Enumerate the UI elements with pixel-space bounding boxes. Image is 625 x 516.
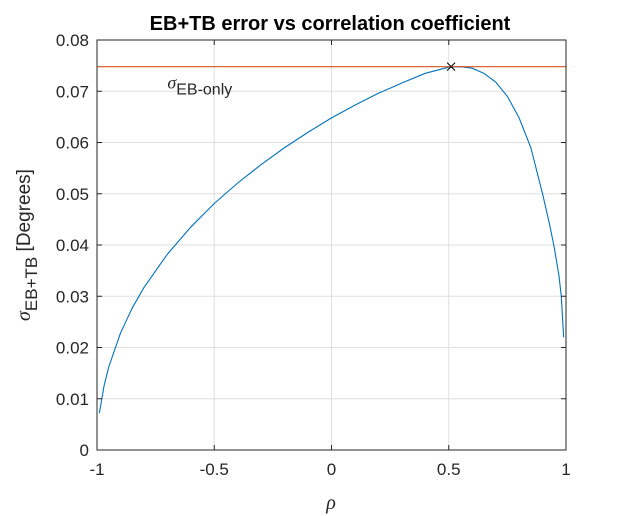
eb-only-annotation: σEB-only xyxy=(167,73,232,99)
y-tick-label: 0.02 xyxy=(56,339,89,358)
y-axis-label: σEB+TB [Degrees] xyxy=(13,169,41,321)
x-tick-label: 1 xyxy=(561,460,570,479)
y-tick-label: 0.05 xyxy=(56,185,89,204)
y-axis-symbol: σ xyxy=(13,310,35,321)
y-tick-label: 0 xyxy=(80,441,89,460)
y-tick-label: 0.07 xyxy=(56,82,89,101)
annotation-symbol: σ xyxy=(167,73,177,93)
chart-title: EB+TB error vs correlation coefficient xyxy=(150,13,511,35)
y-axis-subscript: EB+TB xyxy=(22,257,41,311)
x-tick-label: -1 xyxy=(89,460,104,479)
x-axis-label: ρ xyxy=(325,492,336,514)
axes xyxy=(96,39,567,451)
y-tick-label: 0.04 xyxy=(56,236,89,255)
series-line-1 xyxy=(98,66,565,414)
y-tick-label: 0.01 xyxy=(56,390,89,409)
y-tick-label: 0.06 xyxy=(56,134,89,153)
series-layer xyxy=(97,62,566,414)
y-tick-label: 0.08 xyxy=(56,31,89,50)
x-tick-label: 0.5 xyxy=(437,460,461,479)
peak-marker-stroke-b xyxy=(446,62,456,72)
y-axis-unit: [Degrees] xyxy=(14,169,35,257)
x-tick-label: 0 xyxy=(327,460,336,479)
peak-marker xyxy=(446,62,456,72)
y-tick-label: 0.03 xyxy=(56,287,89,306)
annotation-subscript: EB-only xyxy=(176,82,232,99)
tick-labels: -1 -0.5 0 0.5 1 0 0.01 0.02 0.03 0.04 0.05 0.06 0.07… xyxy=(56,31,571,479)
x-tick-label: -0.5 xyxy=(200,460,229,479)
